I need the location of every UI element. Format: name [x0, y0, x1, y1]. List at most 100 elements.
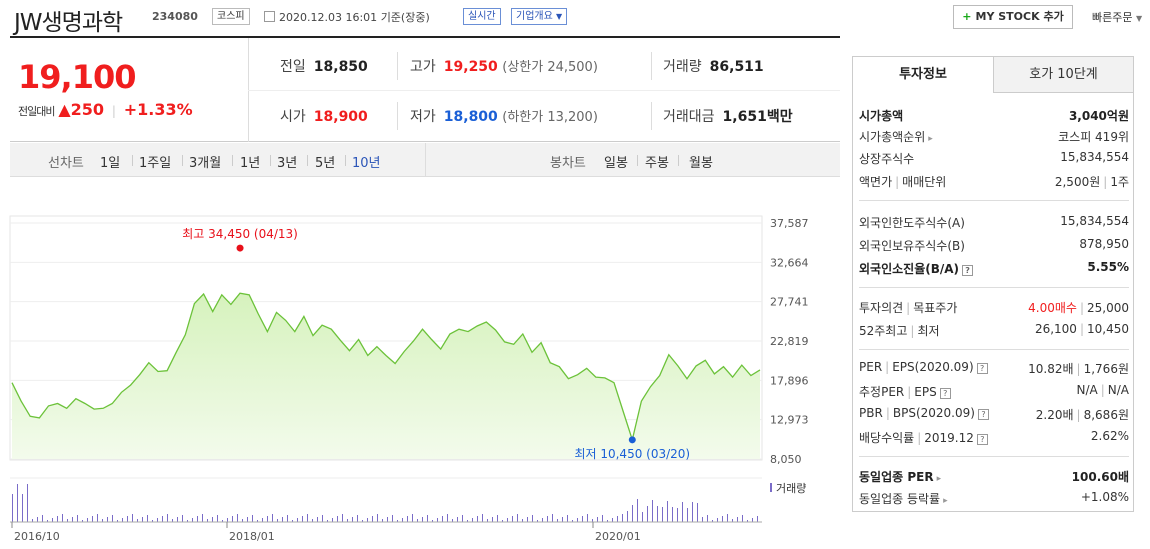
- y-tick-label: 12,973: [770, 414, 809, 427]
- volume-bar: [567, 515, 568, 522]
- help-icon[interactable]: ?: [976, 434, 988, 445]
- volume-bar: [747, 520, 748, 522]
- volume-bar: [387, 517, 388, 522]
- volume-bar: [157, 518, 158, 522]
- volume-bar: [527, 517, 528, 522]
- help-icon[interactable]: ?: [977, 409, 989, 420]
- volume-bar: [357, 515, 358, 522]
- my-stock-add-button[interactable]: + MY STOCK 추가: [953, 5, 1073, 29]
- volume-bar: [67, 519, 68, 522]
- volume-bar: [412, 514, 413, 522]
- calendar-icon: [264, 11, 275, 22]
- company-info-dropdown[interactable]: 기업개요 ▼: [511, 8, 568, 25]
- volume-bar: [232, 516, 233, 522]
- realtime-button[interactable]: 실시간: [463, 8, 501, 25]
- volume-bar: [432, 520, 433, 522]
- volume-bar: [502, 520, 503, 522]
- price-chart: 37,587 32,664 27,741 22,819 17,896 12,973 8,05…: [9, 215, 809, 543]
- volume-bar: [277, 519, 278, 522]
- volume-bar: [287, 515, 288, 522]
- period-3m[interactable]: 3개월: [189, 156, 222, 171]
- investment-info-panel: 투자정보 호가 10단계 시가총액 3,040억원 시가총액순위 ▸ 코스피 419위…: [852, 56, 1134, 512]
- volume-bar: [42, 515, 43, 522]
- plus-icon: +: [962, 10, 972, 23]
- candle-monthly[interactable]: 월봉: [689, 156, 713, 171]
- volume-bar: [627, 511, 628, 522]
- volume-bar: [82, 520, 83, 522]
- volume-bar: [252, 515, 253, 522]
- dividend-row: 배당수익률 | 2019.12? 2.62%: [859, 429, 1129, 445]
- volume-bar: [547, 516, 548, 522]
- volume-bar: [307, 514, 308, 522]
- period-1y[interactable]: 1년: [240, 156, 261, 171]
- period-bar: 선차트 1일 1주일 3개월 1년 3년 5년 10년 봉차트 일봉 주봉 월봉: [10, 143, 840, 177]
- help-icon[interactable]: ?: [962, 265, 974, 276]
- volume-bar: [467, 520, 468, 522]
- volume-bar: [477, 516, 478, 522]
- max-price-label: 최고 34,450 (04/13): [182, 227, 298, 241]
- period-1w[interactable]: 1주일: [139, 156, 172, 171]
- period-10y[interactable]: 10년: [352, 156, 381, 171]
- volume: 거래량 86,511: [663, 59, 764, 75]
- volume-bar: [22, 494, 23, 522]
- tab-orderbook[interactable]: 호가 10단계: [994, 57, 1133, 93]
- divider: [397, 102, 398, 130]
- quick-order-dropdown[interactable]: 빠른주문 ▼: [1092, 9, 1142, 25]
- volume-bar: [497, 515, 498, 522]
- volume-bar: [717, 518, 718, 522]
- volume-bar: [687, 508, 688, 522]
- help-icon[interactable]: ?: [976, 363, 988, 374]
- tab-investment-info[interactable]: 투자정보: [853, 57, 994, 93]
- y-tick-label: 32,664: [770, 256, 809, 269]
- volume-bar: [182, 515, 183, 522]
- volume-bar: [162, 516, 163, 522]
- company-info-label: 기업개요: [516, 11, 553, 22]
- volume-bar: [32, 519, 33, 522]
- volume-bar: [657, 506, 658, 522]
- volume-bar: [702, 517, 703, 522]
- volume-bar: [637, 499, 638, 522]
- candle-weekly[interactable]: 주봉: [645, 156, 669, 171]
- volume-bar: [437, 518, 438, 522]
- volume-bar: [372, 516, 373, 522]
- volume-bar: [642, 512, 643, 522]
- volume-legend-label: 거래량: [776, 482, 806, 495]
- period-5y[interactable]: 5년: [315, 156, 336, 171]
- volume-bar: [492, 517, 493, 522]
- volume-bar: [407, 516, 408, 522]
- volume-bar: [112, 515, 113, 522]
- volume-bar: [652, 500, 653, 522]
- volume-bar: [227, 518, 228, 522]
- cap-rank-row[interactable]: 시가총액순위 ▸ 코스피 419위: [859, 130, 1129, 144]
- volume-bar: [167, 514, 168, 522]
- period-3y[interactable]: 3년: [277, 156, 298, 171]
- volume-bar: [757, 516, 758, 522]
- divider: [859, 456, 1129, 457]
- help-icon[interactable]: ?: [939, 388, 951, 399]
- volume-bar: [557, 519, 558, 522]
- sector-per-row[interactable]: 동일업종 PER ▸ 100.60배: [859, 470, 1129, 484]
- max-price-marker: [236, 244, 244, 252]
- datetime: 2020.12.03 16:01 기준(장중): [264, 9, 430, 25]
- volume-bar: [517, 514, 518, 522]
- volume-bar: [507, 518, 508, 522]
- x-tick-label: 2018/01: [229, 530, 275, 543]
- divider: [859, 200, 1129, 201]
- volume-bar: [472, 518, 473, 522]
- price-change: 전일대비 ▲250 | +1.33%: [18, 100, 193, 119]
- volume-bar: [342, 514, 343, 522]
- volume-bar: [147, 515, 148, 522]
- volume-bar: [667, 501, 668, 522]
- volume-bar: [242, 519, 243, 522]
- pbr-row: PBR | BPS(2020.09)? 2.20배 | 8,686원: [859, 406, 1129, 422]
- stock-code: 234080: [152, 10, 198, 23]
- period-1d[interactable]: 1일: [100, 156, 121, 171]
- y-tick-label: 27,741: [770, 296, 809, 309]
- volume-bar: [457, 517, 458, 522]
- y-tick-label: 37,587: [770, 217, 809, 230]
- plot-frame: [9, 215, 763, 461]
- foreign-hold-row: 외국인보유주식수(B) 878,950: [859, 237, 1129, 253]
- candle-daily[interactable]: 일봉: [604, 156, 628, 171]
- sector-rate-row[interactable]: 동일업종 등락률 ▸ +1.08%: [859, 490, 1129, 506]
- volume-bar: [302, 516, 303, 522]
